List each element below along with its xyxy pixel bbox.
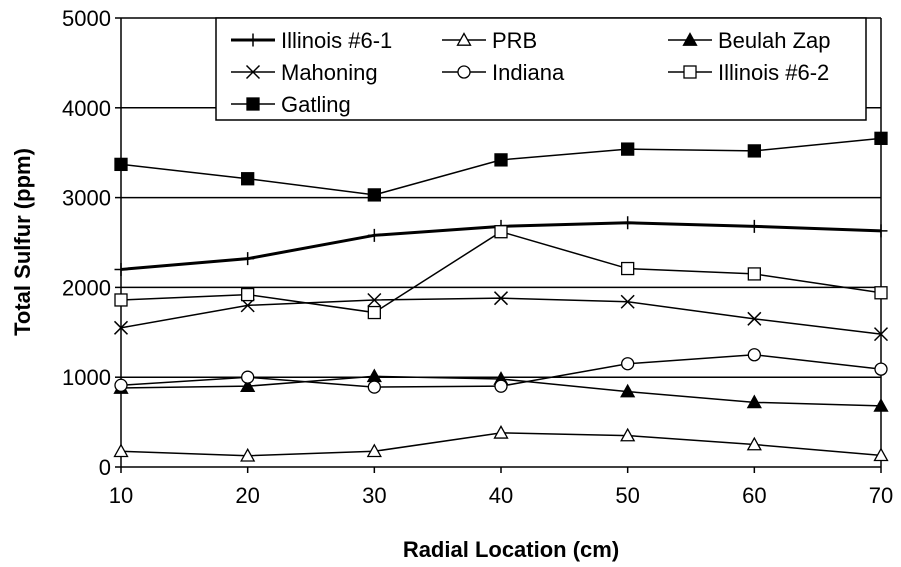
y-tick-label: 0 (99, 455, 111, 480)
legend-entry: PRB (442, 28, 537, 53)
data-point (114, 157, 128, 172)
data-point (620, 294, 635, 309)
data-point (873, 398, 889, 412)
data-point (366, 443, 382, 458)
legend-label: Gatling (281, 92, 351, 117)
data-point (621, 357, 635, 371)
legend-label: Beulah Zap (718, 28, 831, 53)
data-point (241, 172, 255, 186)
data-point (240, 447, 256, 462)
series-6 (114, 131, 888, 202)
data-point (494, 153, 508, 167)
x-tick-label: 70 (869, 483, 893, 508)
data-point (245, 64, 261, 80)
data-point (114, 293, 128, 307)
legend-entry: Indiana (442, 60, 565, 85)
data-point (747, 267, 761, 281)
data-point (747, 311, 762, 326)
x-axis-title: Radial Location (cm) (403, 537, 619, 562)
x-tick-label: 10 (109, 483, 133, 508)
x-tick-label: 40 (489, 483, 513, 508)
data-point (874, 362, 888, 376)
data-point (747, 348, 761, 362)
data-point (874, 224, 888, 238)
series-4 (114, 348, 888, 394)
y-tick-label: 5000 (62, 6, 111, 31)
legend-entry: Mahoning (231, 60, 378, 85)
legend-label: Mahoning (281, 60, 378, 85)
data-point (620, 383, 636, 398)
x-tick-label: 50 (615, 483, 639, 508)
data-point (494, 379, 508, 393)
legend-box (215, 17, 867, 121)
y-tick-label: 1000 (62, 365, 111, 390)
legend-entry: Beulah Zap (668, 28, 831, 53)
y-tick-label: 4000 (62, 96, 111, 121)
data-point (113, 320, 129, 335)
data-point (682, 32, 698, 46)
data-point (874, 131, 888, 145)
series-line (120, 297, 882, 335)
data-point (114, 378, 128, 392)
data-point (457, 65, 471, 79)
x-tick-label: 60 (742, 483, 766, 508)
data-point (494, 225, 508, 239)
data-point (240, 378, 256, 393)
series-5 (114, 225, 888, 320)
series-1 (113, 425, 889, 462)
data-point (746, 394, 762, 409)
data-point (621, 261, 635, 276)
data-point (620, 427, 636, 442)
data-point (246, 97, 260, 111)
y-tick-label: 3000 (62, 186, 111, 211)
data-point (747, 144, 761, 158)
x-tick-label: 30 (362, 483, 386, 508)
legend-label: PRB (492, 28, 537, 53)
data-point (621, 142, 635, 156)
legend-label: Illinois #6-2 (718, 60, 829, 85)
data-point (493, 291, 509, 306)
y-axis-title: Total Sulfur (ppm) (10, 148, 35, 336)
legend-entry: Illinois #6-1 (231, 28, 392, 53)
data-point (241, 287, 255, 302)
data-point (367, 305, 381, 320)
data-point (241, 370, 255, 384)
series-3 (113, 291, 889, 342)
data-point (683, 65, 697, 79)
data-point (367, 380, 381, 394)
data-point (621, 216, 635, 230)
series-line (120, 137, 882, 196)
data-point (873, 327, 889, 342)
data-point (493, 425, 509, 439)
x-tick-label: 20 (235, 483, 259, 508)
data-point (746, 436, 762, 451)
series-group (113, 131, 889, 462)
y-tick-label: 2000 (62, 275, 111, 300)
axes: 0 1000 2000 3000 4000 5000 10 20 30 40 50 60 70 (62, 6, 893, 508)
data-point (114, 262, 128, 276)
data-point (873, 447, 889, 462)
data-point (456, 32, 472, 46)
legend: Illinois #6-1 PRB Beulah Zap Mahoning Indian… (215, 17, 867, 121)
legend-label: Illinois #6-1 (281, 28, 392, 53)
data-point (747, 219, 761, 233)
data-point (367, 188, 381, 202)
data-point (241, 252, 255, 266)
data-point (874, 286, 888, 300)
series-line (120, 230, 882, 314)
data-point (367, 292, 382, 308)
series-2 (113, 368, 889, 412)
data-point (367, 228, 381, 242)
legend-label: Indiana (492, 60, 565, 85)
data-point (246, 33, 260, 47)
data-point (113, 443, 129, 458)
legend-entry: Illinois #6-2 (668, 60, 829, 85)
legend-entry: Gatling (231, 92, 351, 117)
